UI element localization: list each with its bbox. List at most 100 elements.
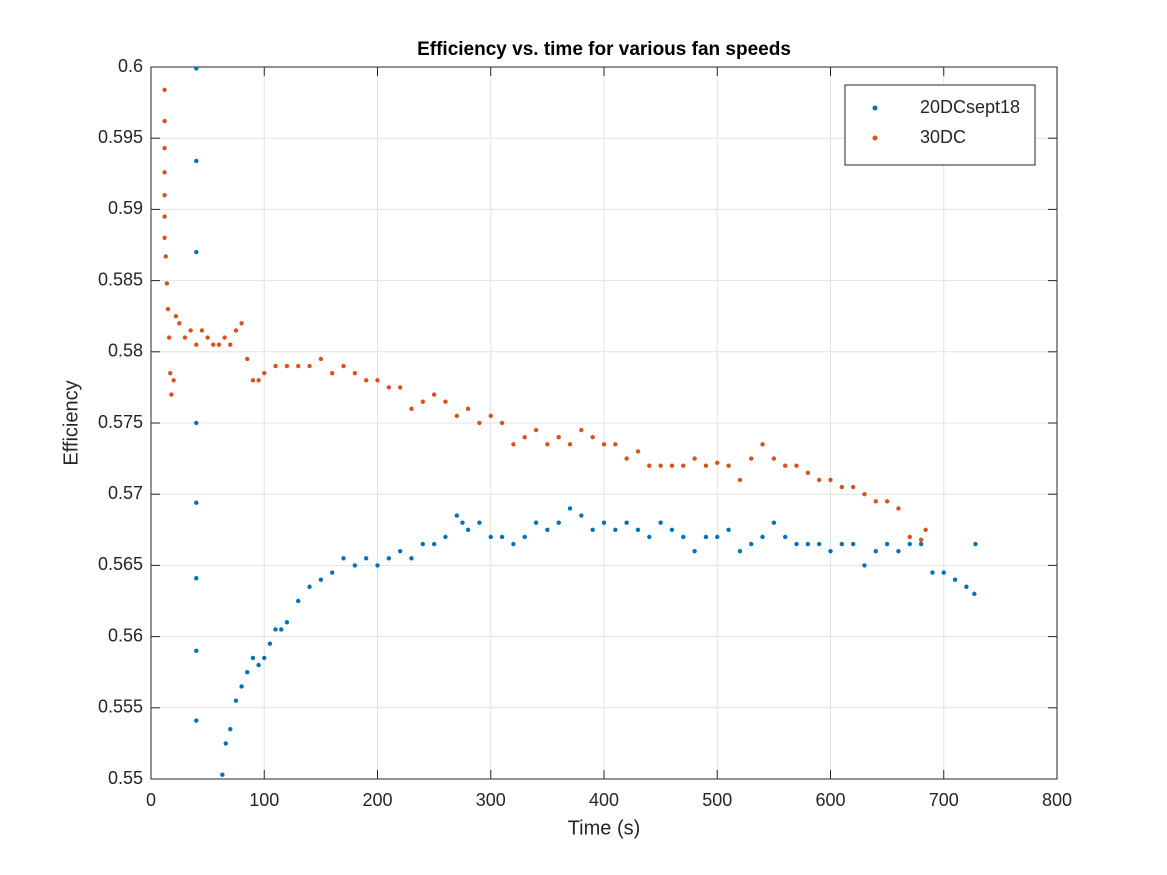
point xyxy=(171,378,176,383)
x-tick-label: 0 xyxy=(146,790,156,810)
point xyxy=(273,363,278,369)
point xyxy=(545,442,550,447)
point xyxy=(590,435,595,440)
point xyxy=(850,484,856,490)
point xyxy=(918,541,924,547)
point xyxy=(952,577,958,582)
point xyxy=(715,534,720,540)
point xyxy=(477,420,482,426)
point xyxy=(862,563,867,568)
point xyxy=(443,399,448,404)
point xyxy=(884,499,890,504)
x-tick-label: 100 xyxy=(249,790,279,810)
point xyxy=(245,670,250,675)
point xyxy=(194,66,199,71)
legend-marker xyxy=(872,105,878,111)
point xyxy=(579,427,584,433)
point xyxy=(284,363,290,369)
point xyxy=(386,556,392,561)
point xyxy=(964,584,969,589)
point xyxy=(533,520,539,525)
legend-label: 20DCsept18 xyxy=(920,97,1020,117)
point xyxy=(420,399,425,404)
point xyxy=(341,363,346,369)
point xyxy=(511,541,516,547)
point xyxy=(783,463,788,468)
point xyxy=(409,406,414,411)
point xyxy=(375,378,380,383)
plot-frame xyxy=(150,66,1058,780)
point xyxy=(465,406,471,411)
point xyxy=(873,548,878,554)
point xyxy=(250,378,256,383)
point xyxy=(228,726,233,732)
point xyxy=(239,321,244,326)
point xyxy=(726,527,731,532)
y-tick-label: 0.565 xyxy=(98,554,143,574)
x-axis-label: Time (s) xyxy=(568,817,641,839)
point xyxy=(635,449,641,454)
x-tick-label: 200 xyxy=(362,790,392,810)
point xyxy=(194,576,199,581)
chart-title: Efficiency vs. time for various fan spee… xyxy=(417,39,791,60)
point xyxy=(703,463,709,468)
point xyxy=(613,527,618,532)
point xyxy=(658,463,663,468)
point xyxy=(488,413,493,419)
point xyxy=(256,662,261,668)
point xyxy=(307,584,312,589)
point xyxy=(443,534,448,540)
point xyxy=(318,356,324,362)
point xyxy=(165,306,171,312)
point xyxy=(839,541,845,547)
legend: 20DCsept18 30DC xyxy=(844,84,1036,166)
point xyxy=(262,655,267,661)
point xyxy=(862,492,867,497)
point xyxy=(511,442,516,447)
x-tick-label: 400 xyxy=(589,790,619,810)
legend-label: 30DC xyxy=(920,127,966,147)
point xyxy=(715,460,720,466)
point xyxy=(522,534,527,540)
point xyxy=(431,541,437,547)
point xyxy=(194,420,199,426)
point xyxy=(556,520,561,525)
point xyxy=(162,118,167,124)
point xyxy=(284,620,290,625)
point xyxy=(431,392,437,397)
point xyxy=(794,463,799,468)
point xyxy=(658,520,663,525)
point xyxy=(375,563,380,568)
point xyxy=(239,684,244,689)
y-tick-label: 0.59 xyxy=(108,198,143,218)
point xyxy=(166,335,172,340)
point xyxy=(567,442,573,447)
point xyxy=(222,335,227,340)
point xyxy=(223,741,228,746)
point xyxy=(828,477,833,483)
point xyxy=(635,527,641,532)
point xyxy=(330,570,335,575)
point xyxy=(703,534,709,540)
point xyxy=(163,254,168,259)
point xyxy=(749,541,754,547)
point xyxy=(454,513,459,518)
point xyxy=(805,470,811,476)
point xyxy=(318,577,324,582)
point xyxy=(828,548,833,554)
point xyxy=(692,456,697,461)
point xyxy=(681,463,686,468)
point xyxy=(194,500,199,505)
point xyxy=(182,335,188,340)
point xyxy=(397,385,403,390)
point xyxy=(199,328,205,333)
x-tick-label: 600 xyxy=(815,790,845,810)
point xyxy=(194,648,199,654)
point xyxy=(850,541,856,547)
point xyxy=(941,570,946,575)
point xyxy=(386,385,392,390)
point xyxy=(816,477,822,483)
legend-marker xyxy=(872,135,878,141)
point xyxy=(681,534,686,540)
point xyxy=(194,249,199,255)
